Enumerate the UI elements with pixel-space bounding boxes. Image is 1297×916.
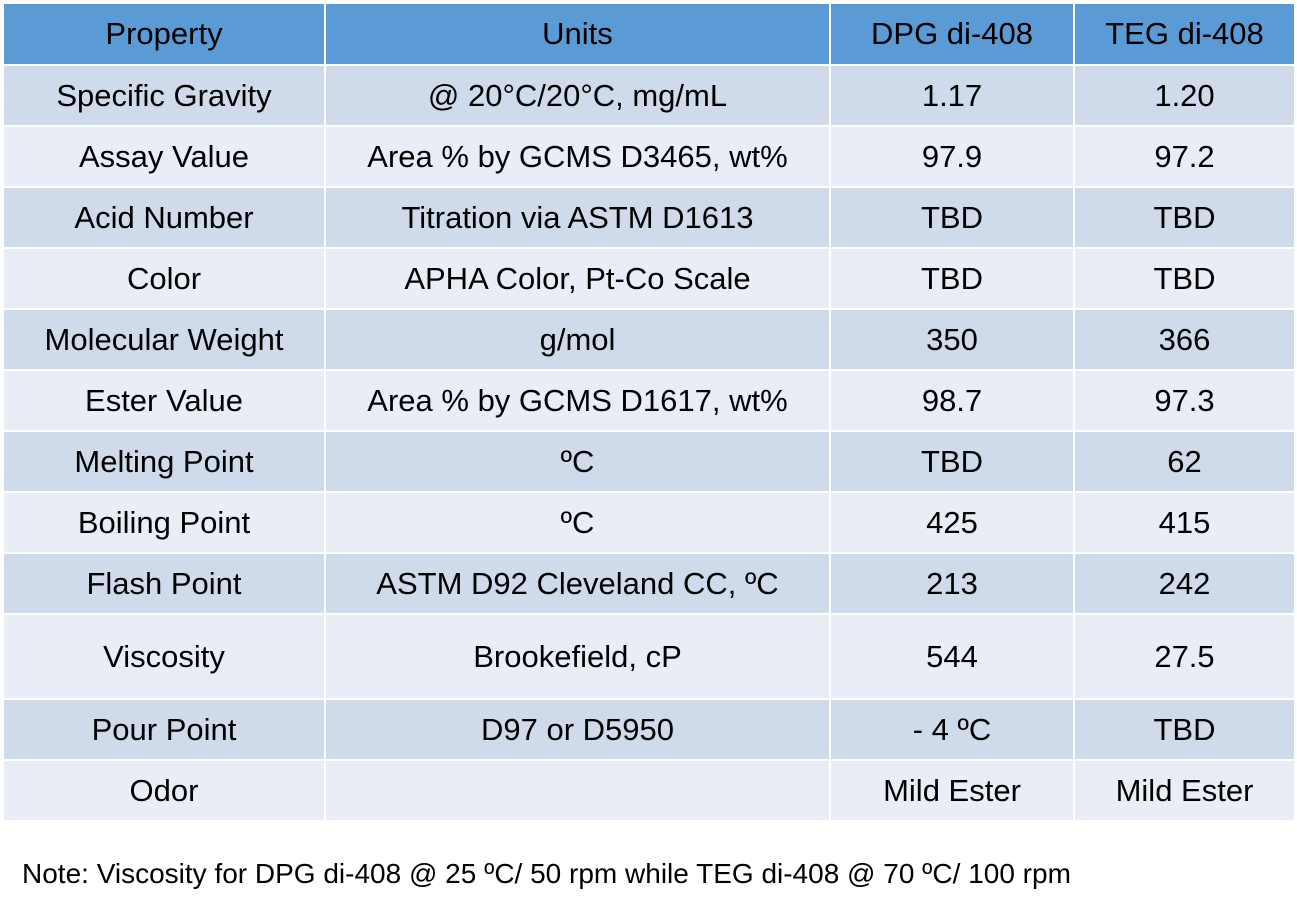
dpg-value-cell: 213	[829, 552, 1075, 615]
table-row: Molecular Weight g/mol 350 366	[2, 308, 1296, 371]
table-row: Acid Number Titration via ASTM D1613 TBD…	[2, 186, 1296, 249]
dpg-value-cell: - 4 ºC	[829, 698, 1075, 761]
teg-value-cell: TBD	[1073, 247, 1296, 310]
property-cell: Acid Number	[2, 186, 326, 249]
table-row: Specific Gravity @ 20°C/20°C, mg/mL 1.17…	[2, 64, 1296, 127]
units-cell: D97 or D5950	[324, 698, 831, 761]
table-row: Boiling Point ºC 425 415	[2, 491, 1296, 554]
header-teg-di-408: TEG di-408	[1073, 2, 1296, 66]
dpg-value-cell: 1.17	[829, 64, 1075, 127]
teg-value-cell: 62	[1073, 430, 1296, 493]
property-cell: Ester Value	[2, 369, 326, 432]
units-cell: Brookefield, cP	[324, 613, 831, 700]
units-cell: Area % by GCMS D3465, wt%	[324, 125, 831, 188]
properties-table-container: Property Units DPG di-408 TEG di-408 Spe…	[2, 2, 1296, 822]
table-row: Assay Value Area % by GCMS D3465, wt% 97…	[2, 125, 1296, 188]
teg-value-cell: Mild Ester	[1073, 759, 1296, 822]
teg-value-cell: TBD	[1073, 186, 1296, 249]
header-property: Property	[2, 2, 326, 66]
property-cell: Assay Value	[2, 125, 326, 188]
dpg-value-cell: 97.9	[829, 125, 1075, 188]
teg-value-cell: 27.5	[1073, 613, 1296, 700]
dpg-value-cell: TBD	[829, 247, 1075, 310]
property-cell: Color	[2, 247, 326, 310]
units-cell: Area % by GCMS D1617, wt%	[324, 369, 831, 432]
teg-value-cell: 415	[1073, 491, 1296, 554]
dpg-value-cell: 544	[829, 613, 1075, 700]
table-row: Flash Point ASTM D92 Cleveland CC, ºC 21…	[2, 552, 1296, 615]
dpg-value-cell: 98.7	[829, 369, 1075, 432]
units-cell: g/mol	[324, 308, 831, 371]
table-row: Ester Value Area % by GCMS D1617, wt% 98…	[2, 369, 1296, 432]
units-cell	[324, 759, 831, 822]
viscosity-note: Note: Viscosity for DPG di-408 @ 25 ºC/ …	[22, 858, 1071, 889]
teg-value-cell: 97.2	[1073, 125, 1296, 188]
units-cell: ºC	[324, 430, 831, 493]
dpg-value-cell: Mild Ester	[829, 759, 1075, 822]
dpg-value-cell: 350	[829, 308, 1075, 371]
property-cell: Molecular Weight	[2, 308, 326, 371]
units-cell: APHA Color, Pt-Co Scale	[324, 247, 831, 310]
table-row: Viscosity Brookefield, cP 544 27.5	[2, 613, 1296, 700]
dpg-value-cell: TBD	[829, 186, 1075, 249]
units-cell: ASTM D92 Cleveland CC, ºC	[324, 552, 831, 615]
property-cell: Viscosity	[2, 613, 326, 700]
units-cell: Titration via ASTM D1613	[324, 186, 831, 249]
property-cell: Odor	[2, 759, 326, 822]
property-cell: Melting Point	[2, 430, 326, 493]
dpg-value-cell: 425	[829, 491, 1075, 554]
units-cell: @ 20°C/20°C, mg/mL	[324, 64, 831, 127]
dpg-value-cell: TBD	[829, 430, 1075, 493]
properties-table: Property Units DPG di-408 TEG di-408 Spe…	[2, 2, 1296, 822]
teg-value-cell: TBD	[1073, 698, 1296, 761]
property-cell: Flash Point	[2, 552, 326, 615]
teg-value-cell: 242	[1073, 552, 1296, 615]
table-row: Pour Point D97 or D5950 - 4 ºC TBD	[2, 698, 1296, 761]
header-dpg-di-408: DPG di-408	[829, 2, 1075, 66]
units-cell: ºC	[324, 491, 831, 554]
property-cell: Boiling Point	[2, 491, 326, 554]
table-row: Melting Point ºC TBD 62	[2, 430, 1296, 493]
teg-value-cell: 97.3	[1073, 369, 1296, 432]
teg-value-cell: 1.20	[1073, 64, 1296, 127]
table-row: Color APHA Color, Pt-Co Scale TBD TBD	[2, 247, 1296, 310]
teg-value-cell: 366	[1073, 308, 1296, 371]
table-row: Odor Mild Ester Mild Ester	[2, 759, 1296, 822]
property-cell: Pour Point	[2, 698, 326, 761]
property-cell: Specific Gravity	[2, 64, 326, 127]
header-units: Units	[324, 2, 831, 66]
table-header-row: Property Units DPG di-408 TEG di-408	[2, 2, 1296, 66]
